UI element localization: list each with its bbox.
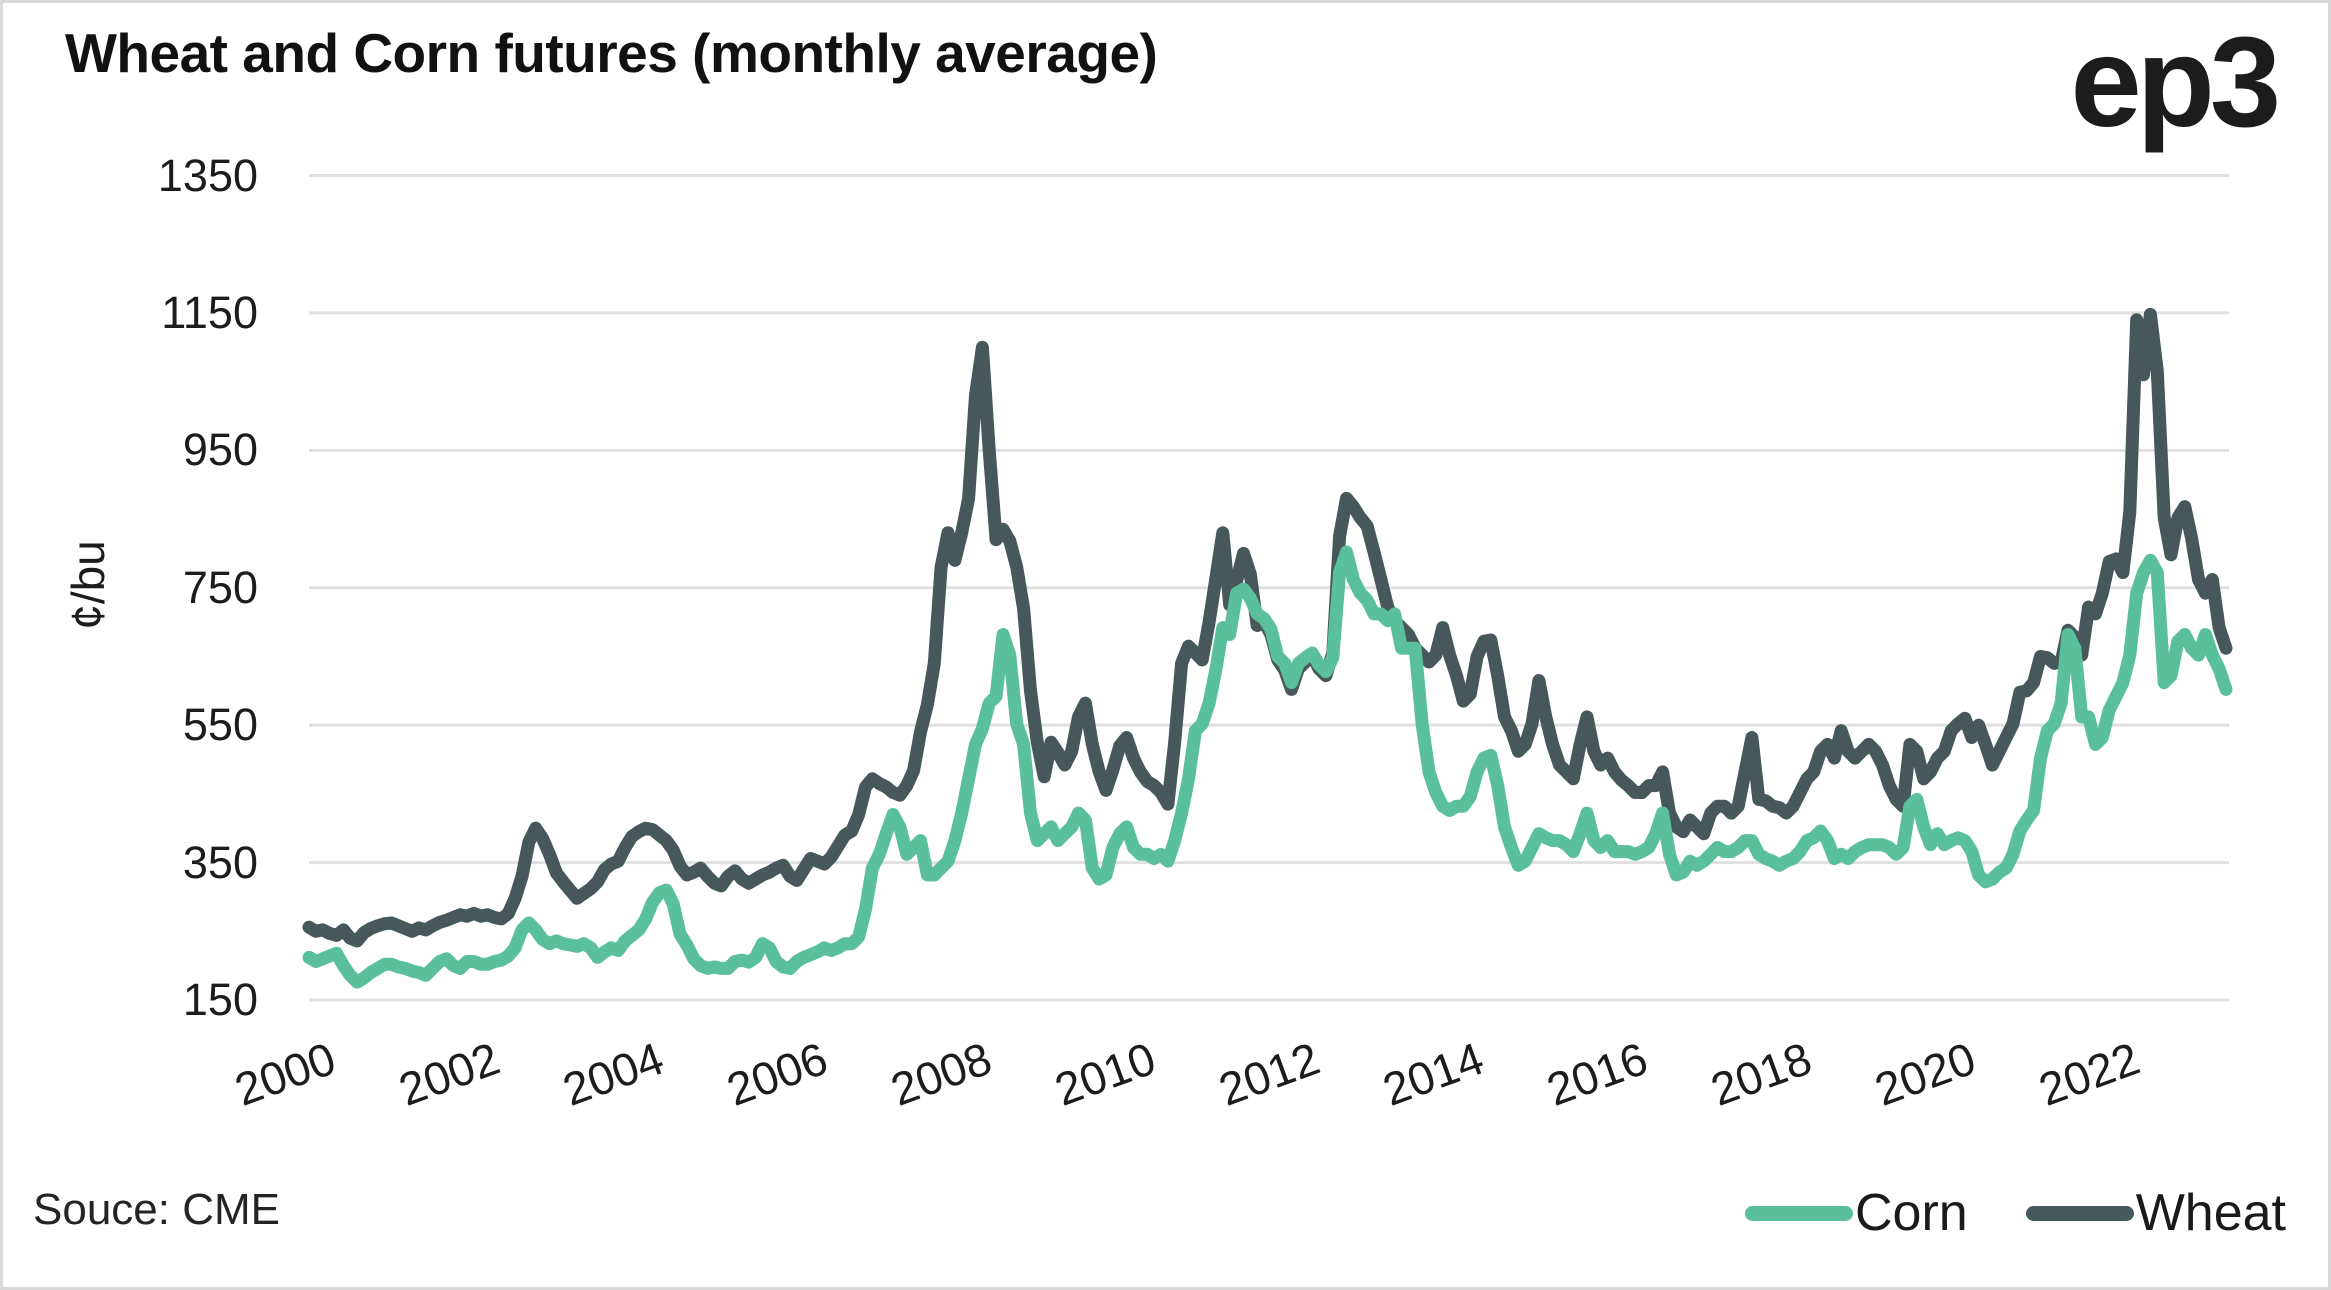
y-tick-label: 750 (182, 561, 258, 613)
plot-svg (302, 174, 2233, 1002)
wheat-legend-swatch (2025, 1205, 2134, 1221)
legend: Corn Wheat (1744, 1183, 2286, 1243)
y-tick-label: 950 (182, 424, 258, 476)
y-tick-label: 1150 (161, 286, 258, 338)
corn-legend-swatch (1744, 1205, 1853, 1221)
chart-title: Wheat and Corn futures (monthly average) (65, 22, 1158, 84)
corn-legend-label: Corn (1854, 1184, 1968, 1242)
corn-line (302, 545, 2233, 989)
y-tick-label: 350 (182, 836, 258, 888)
wheat-legend-label: Wheat (2135, 1184, 2286, 1242)
source-label: Souce: CME (33, 1185, 280, 1234)
y-tick-label: 1350 (157, 149, 258, 201)
y-tick-label: 150 (182, 974, 258, 1025)
ep3-logo: ep3 (2070, 11, 2281, 154)
y-tick-label: 550 (182, 699, 258, 751)
